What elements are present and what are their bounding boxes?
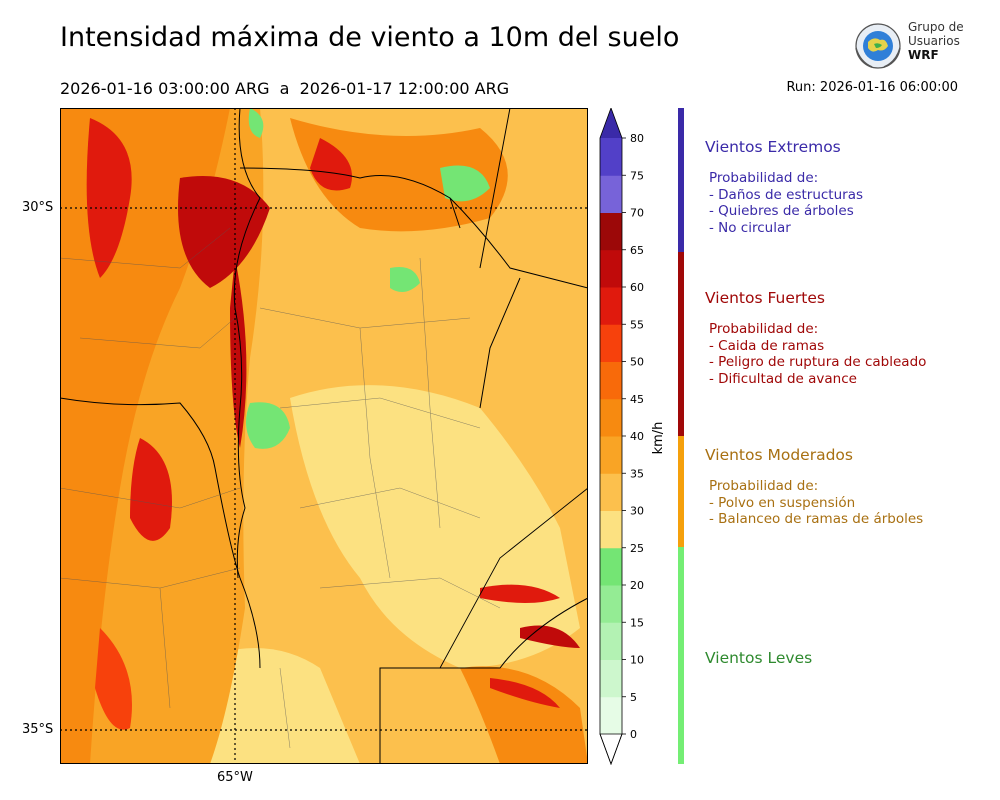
- legend-bar-segment: [678, 547, 684, 764]
- strong-wind-streak-3: [520, 625, 580, 648]
- strong-wind-band-1: [86, 118, 132, 278]
- category-title: Vientos Leves: [705, 649, 813, 667]
- strong-wind-streak-2: [490, 678, 560, 708]
- colorbar-bin: [600, 212, 622, 251]
- legend-bar-segment: [678, 436, 684, 547]
- category-description-line: Probabilidad de:: [709, 478, 819, 494]
- category-block: Vientos Extremos Probabilidad de: - Daños …: [705, 138, 863, 236]
- lon-label-65w: 65°W: [217, 770, 253, 785]
- colorbar-tick-label: 45: [630, 393, 644, 406]
- light-wind-patch-4: [248, 108, 264, 138]
- strong-wind-streak-1: [480, 584, 560, 603]
- category-block: Vientos Moderados Probabilidad de: - Polvo…: [705, 446, 923, 528]
- colorbar-bin: [600, 510, 622, 549]
- category-description-line: - Peligro de ruptura de cableado: [709, 354, 927, 370]
- legend-bar-segment: [678, 108, 684, 252]
- category-description-line: - Dificultad de avance: [709, 370, 857, 387]
- light-wind-patch-1: [246, 402, 290, 449]
- colorbar-bin: [600, 659, 622, 698]
- category-title: Vientos Extremos: [705, 138, 841, 156]
- category-block: Vientos Fuertes Probabilidad de: - Caida d…: [705, 289, 926, 387]
- borders: [60, 108, 588, 764]
- logo-line-1: Grupo de: [908, 20, 964, 34]
- colorbar-tick-label: 30: [630, 505, 644, 518]
- colorbar-tick-label: 0: [630, 728, 637, 741]
- run-label: Run: 2026-01-16 06:00:00: [786, 80, 958, 95]
- moderate-wind-north: [290, 118, 508, 232]
- category-description-line: - Quiebres de árboles: [709, 203, 854, 219]
- colorbar-bin: [600, 287, 622, 325]
- category-description-line: - Balanceo de ramas de árboles: [709, 511, 924, 527]
- colorbar-tick-label: 10: [630, 654, 644, 667]
- category-description: Probabilidad de: - Polvo en suspensión - B…: [709, 478, 923, 528]
- strong-wind-band-4: [130, 438, 172, 541]
- light-wind-patch-3: [390, 267, 420, 292]
- colorbar: 0 5 10 15 20 25 30 35 40 45 50 55 60 65 70 75 80 km/h: [599, 108, 666, 766]
- grupo-wrf-logo: Grupo de Usuarios WRF: [850, 18, 970, 74]
- moderate-wind-southeast: [460, 666, 588, 764]
- graticule: [60, 108, 588, 764]
- light-wind-patch-2: [440, 165, 490, 202]
- colorbar-tick-label: 60: [630, 281, 644, 294]
- colorbar-under-triangle: [599, 733, 623, 766]
- wind-map: [60, 108, 588, 764]
- colorbar-bin: [600, 175, 622, 213]
- category-description-line: - Polvo en suspensión: [709, 494, 856, 511]
- category-description-line: - Caida de ramas: [709, 337, 825, 354]
- colorbar-bin: [600, 547, 622, 586]
- colorbar-bin: [600, 622, 622, 660]
- colorbar-tick-label: 50: [630, 356, 644, 369]
- department-lines: [60, 227, 501, 749]
- lat-label-35s: 35°S: [22, 722, 54, 737]
- category-description: Probabilidad de: - Caida de ramas - Peligr…: [709, 321, 926, 387]
- colorbar-bin: [600, 473, 622, 511]
- map-frame: [60, 108, 588, 764]
- logo-line-2: Usuarios: [908, 34, 960, 48]
- category-description-line: - No circular: [709, 219, 791, 236]
- category-description-line: Probabilidad de:: [709, 321, 819, 337]
- colorbar-tick-label: 40: [630, 430, 644, 443]
- legend-bar-segment: [678, 252, 684, 436]
- colorbar-tick-label: 20: [630, 579, 644, 592]
- colorbar-tick-label: 15: [630, 616, 644, 629]
- colorbar-bin: [600, 398, 622, 437]
- colorbar-over-triangle: [600, 108, 622, 138]
- colorbar-bin: [600, 585, 622, 623]
- colorbar-bin: [600, 696, 622, 735]
- colorbar-tick-label: 80: [630, 132, 644, 145]
- colorbar-tick-label: 25: [630, 542, 644, 555]
- logo-line-3: WRF: [908, 48, 939, 62]
- colorbar-tick-label: 70: [630, 207, 644, 220]
- colorbar-tick-label: 65: [630, 244, 644, 257]
- period-subtitle: 2026-01-16 03:00:00 ARG a 2026-01-17 12:…: [60, 79, 510, 98]
- strong-wind-band-5: [95, 628, 132, 730]
- colorbar-tick-label: 5: [630, 691, 637, 704]
- globe-icon: [855, 23, 901, 69]
- colorbar-bin: [600, 324, 622, 362]
- strong-wind-north: [310, 138, 352, 191]
- colorbar-tick-label: 35: [630, 467, 644, 480]
- colorbar-bin: [600, 361, 622, 400]
- colorbar-tick-label: 55: [630, 318, 644, 331]
- strong-wind-band-3: [230, 258, 247, 448]
- category-description-line: - Daños de estructuras: [709, 186, 864, 203]
- lat-label-30s: 30°S: [22, 200, 54, 215]
- colorbar-unit-label: km/h: [651, 422, 666, 455]
- category-block: Vientos Leves: [705, 649, 812, 667]
- colorbar-bin: [600, 138, 622, 176]
- category-description-line: Probabilidad de:: [709, 170, 819, 186]
- category-title: Vientos Moderados: [705, 446, 853, 464]
- colorbar-bin: [600, 249, 622, 288]
- category-description: Probabilidad de: - Daños de estructuras - …: [709, 170, 863, 236]
- page-title: Intensidad máxima de viento a 10m del su…: [60, 22, 680, 53]
- category-title: Vientos Fuertes: [705, 289, 825, 307]
- colorbar-bin: [600, 436, 622, 474]
- colorbar-tick-label: 75: [630, 169, 644, 182]
- strong-wind-band-2: [178, 176, 270, 288]
